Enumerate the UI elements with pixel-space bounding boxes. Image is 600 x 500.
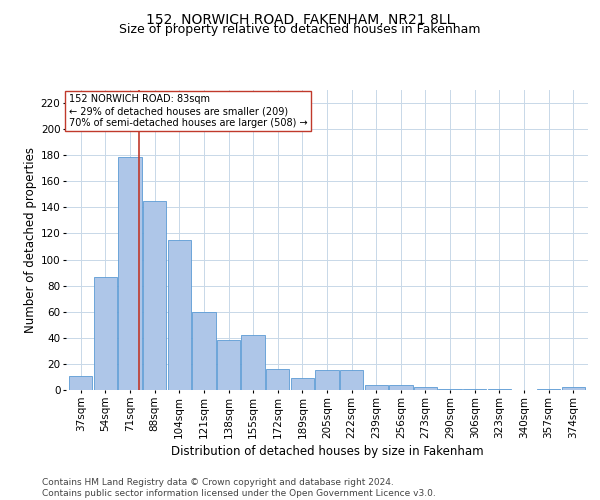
Bar bbox=[389, 385, 413, 390]
Bar bbox=[340, 370, 364, 390]
Bar bbox=[463, 388, 487, 390]
Bar bbox=[118, 156, 142, 390]
X-axis label: Distribution of detached houses by size in Fakenham: Distribution of detached houses by size … bbox=[170, 444, 484, 458]
Text: 152, NORWICH ROAD, FAKENHAM, NR21 8LL: 152, NORWICH ROAD, FAKENHAM, NR21 8LL bbox=[146, 12, 454, 26]
Bar bbox=[414, 388, 437, 390]
Y-axis label: Number of detached properties: Number of detached properties bbox=[23, 147, 37, 333]
Text: Size of property relative to detached houses in Fakenham: Size of property relative to detached ho… bbox=[119, 24, 481, 36]
Bar bbox=[266, 369, 289, 390]
Bar bbox=[217, 340, 240, 390]
Bar bbox=[94, 276, 117, 390]
Bar bbox=[562, 388, 585, 390]
Bar bbox=[365, 385, 388, 390]
Bar bbox=[192, 312, 215, 390]
Bar bbox=[439, 388, 462, 390]
Text: Contains HM Land Registry data © Crown copyright and database right 2024.
Contai: Contains HM Land Registry data © Crown c… bbox=[42, 478, 436, 498]
Bar bbox=[167, 240, 191, 390]
Bar bbox=[69, 376, 92, 390]
Bar bbox=[290, 378, 314, 390]
Bar bbox=[316, 370, 338, 390]
Bar bbox=[488, 388, 511, 390]
Text: 152 NORWICH ROAD: 83sqm
← 29% of detached houses are smaller (209)
70% of semi-d: 152 NORWICH ROAD: 83sqm ← 29% of detache… bbox=[68, 94, 307, 128]
Bar bbox=[143, 201, 166, 390]
Bar bbox=[537, 388, 560, 390]
Bar bbox=[241, 335, 265, 390]
